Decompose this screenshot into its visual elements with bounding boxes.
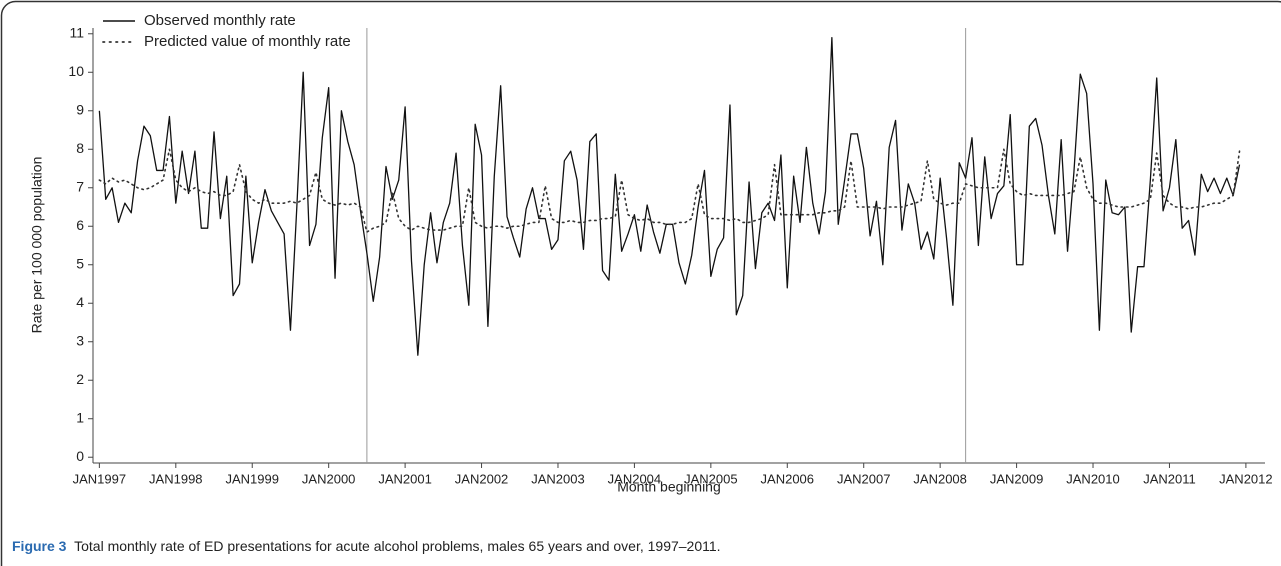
- x-tick-label: JAN1999: [225, 471, 278, 486]
- x-tick-label: JAN2010: [1066, 471, 1119, 486]
- x-tick-label: JAN2002: [455, 471, 508, 486]
- y-tick-label: 0: [76, 448, 84, 464]
- x-tick-label: JAN2005: [684, 471, 737, 486]
- x-tick-label: JAN2012: [1219, 471, 1272, 486]
- y-tick-label: 10: [68, 63, 84, 79]
- series-line: [98, 148, 1241, 233]
- y-tick-label: 1: [76, 409, 84, 425]
- y-tick-label: 4: [76, 294, 84, 310]
- x-tick-label: JAN2003: [531, 471, 584, 486]
- x-tick-label: JAN2008: [913, 471, 966, 486]
- y-tick-label: 8: [76, 140, 84, 156]
- legend-label: Predicted value of monthly rate: [144, 33, 351, 50]
- series-line: [98, 36, 1241, 356]
- x-tick-label: JAN2011: [1143, 471, 1196, 486]
- x-tick-label: JAN2004: [608, 471, 661, 486]
- x-tick-label: JAN2006: [761, 471, 814, 486]
- x-axis-title: Month beginning: [617, 479, 721, 495]
- x-tick-label: JAN1997: [73, 471, 126, 486]
- x-tick-label: JAN2000: [302, 471, 355, 486]
- x-tick-label: JAN2001: [378, 471, 431, 486]
- y-tick-label: 9: [76, 101, 84, 117]
- x-tick-label: JAN1998: [149, 471, 202, 486]
- y-tick-label: 2: [76, 371, 84, 387]
- y-tick-label: 11: [69, 24, 84, 40]
- x-tick-label: JAN2009: [990, 471, 1043, 486]
- x-tick-label: JAN2007: [837, 471, 890, 486]
- caption-label: Figure 3: [12, 538, 67, 554]
- y-axis-title: Rate per 100 000 population: [29, 157, 45, 334]
- caption: Figure 3 Total monthly rate of ED presen…: [12, 538, 721, 554]
- y-tick-label: 7: [76, 178, 84, 194]
- y-tick-label: 6: [76, 217, 84, 233]
- y-tick-label: 5: [76, 255, 84, 271]
- caption-text: Total monthly rate of ED presentations f…: [74, 538, 720, 554]
- legend-label: Observed monthly rate: [144, 12, 296, 29]
- y-tick-label: 3: [76, 332, 84, 348]
